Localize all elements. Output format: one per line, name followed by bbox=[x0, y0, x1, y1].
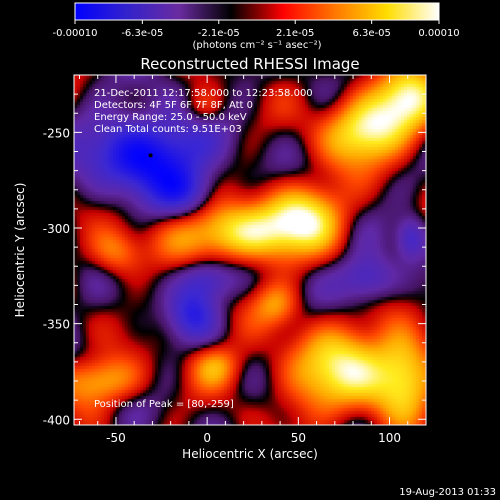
x-tick-label: -50 bbox=[106, 431, 126, 445]
heatmap-image bbox=[74, 75, 426, 425]
x-tick-label: 0 bbox=[203, 431, 211, 445]
annotation-detectors: Detectors: 4F 5F 6F 7F 8F, Att 0 bbox=[94, 100, 253, 111]
y-tick-label: -350 bbox=[43, 318, 70, 332]
colorbar-ticks: -0.00010 -6.3e-05 -2.1e-05 2.1e-05 6.3e-05 0.… bbox=[53, 20, 460, 39]
colorbar-unit-label: (photons cm⁻² s⁻¹ asec⁻²) bbox=[192, 40, 321, 51]
annotation-block: 21-Dec-2011 12:17:58.000 to 12:23:58.000… bbox=[94, 88, 313, 410]
chart-title: Reconstructed RHESSI Image bbox=[140, 55, 359, 73]
colorbar-tick-label: 6.3e-05 bbox=[352, 28, 390, 39]
colorbar-tick-label: -6.3e-05 bbox=[121, 28, 163, 39]
colorbar-tick-label: 2.1e-05 bbox=[276, 28, 314, 39]
annotation-peak: Position of Peak = [80,-259] bbox=[94, 399, 234, 410]
annotation-clean: Clean Total counts: 9.51E+03 bbox=[94, 124, 242, 135]
plot-frame bbox=[73, 74, 427, 426]
footer-date: 19-Aug-2013 01:33 bbox=[399, 487, 496, 498]
axis-ticks: -50 0 50 100 -250 -300 -350 -400 bbox=[43, 74, 427, 445]
x-axis-label: Heliocentric X (arcsec) bbox=[182, 447, 318, 461]
colorbar: -0.00010 -6.3e-05 -2.1e-05 2.1e-05 6.3e-05 0.… bbox=[53, 2, 460, 51]
colorbar-tick-label: 0.00010 bbox=[418, 28, 459, 39]
colorbar-gradient bbox=[74, 2, 440, 21]
x-tick-label: 50 bbox=[291, 431, 306, 445]
annotation-energy: Energy Range: 25.0 - 50.0 keV bbox=[94, 112, 247, 123]
plot-area: 21-Dec-2011 12:17:58.000 to 12:23:58.000… bbox=[43, 74, 427, 445]
y-tick-label: -300 bbox=[43, 222, 70, 236]
y-axis-label: Heliocentric Y (arcsec) bbox=[13, 183, 27, 318]
colorbar-tick-label: -0.00010 bbox=[53, 28, 98, 39]
annotation-time-range: 21-Dec-2011 12:17:58.000 to 12:23:58.000 bbox=[94, 88, 313, 99]
y-tick-label: -250 bbox=[43, 126, 70, 140]
y-tick-label: -400 bbox=[43, 413, 70, 427]
peak-marker bbox=[148, 153, 153, 158]
colorbar-tick-label: -2.1e-05 bbox=[198, 28, 240, 39]
x-tick-label: 100 bbox=[378, 431, 401, 445]
